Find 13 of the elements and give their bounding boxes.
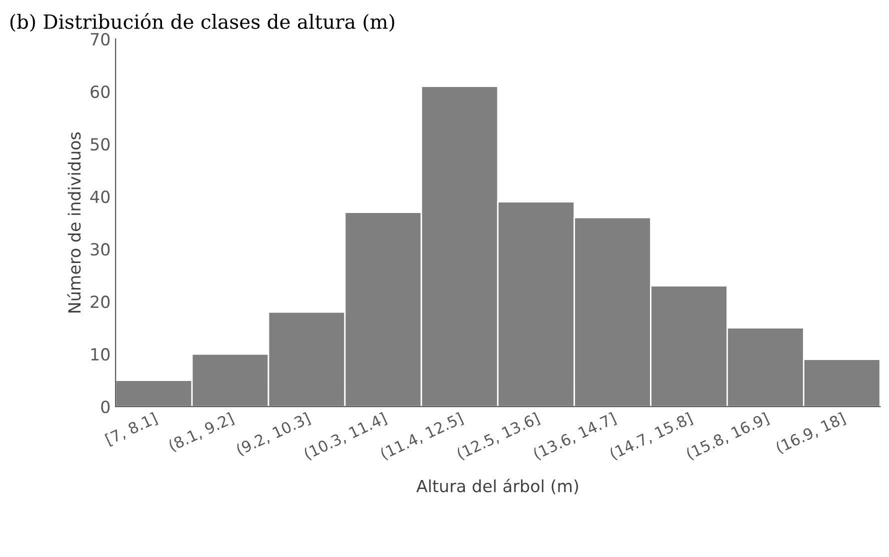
y-tick-label: 30 [90,243,110,256]
y-tick-label: 0 [101,400,110,414]
y-tick-label: 20 [90,296,110,308]
y-tick-label: 10 [91,348,110,361]
x-tick-label: [7, 8.1] [104,412,158,447]
y-tick-label: 50 [90,138,110,151]
x-axis-title: Altura del árbol (m) [416,478,578,494]
y-tick-label: 60 [90,85,110,98]
chart-title: (b) Distribución de clases de altura (m) [10,13,394,32]
y-tick-label: 40 [90,190,110,204]
y-axis-title: Número de individuos [67,132,81,312]
y-tick-label: 70 [90,32,110,46]
x-tick-label: (8.1, 9.2] [168,412,235,453]
